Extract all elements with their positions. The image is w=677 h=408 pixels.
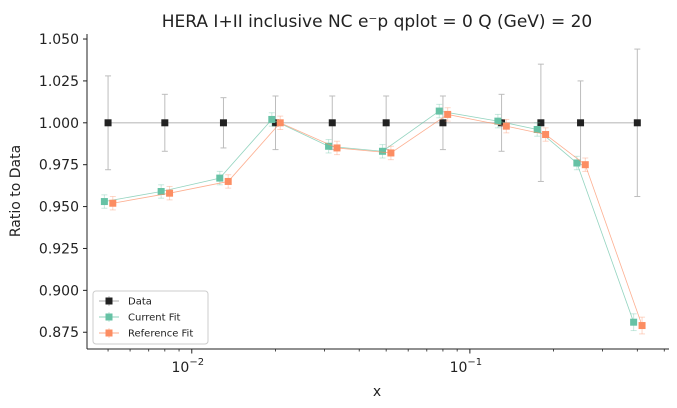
legend-label: Reference Fit	[128, 329, 193, 340]
data-point	[444, 110, 452, 118]
data-point	[109, 199, 117, 207]
data-point	[216, 174, 224, 182]
data-point	[276, 119, 284, 127]
y-tick-label: 1.050	[39, 32, 79, 48]
data-point	[325, 142, 333, 150]
y-tick-label: 0.950	[39, 200, 79, 216]
data-point	[100, 198, 108, 206]
legend: Data Current Fit Reference Fit	[92, 290, 209, 345]
axes: 0.875 0.900 0.925 0.950 0.975 1.000 1.025 1.050…	[39, 32, 669, 376]
legend-label: Data	[128, 297, 152, 308]
data-point	[502, 122, 510, 130]
data-point	[638, 322, 646, 330]
series-reference-fit	[109, 107, 646, 335]
y-tick-label: 1.025	[39, 74, 79, 90]
data-point	[581, 161, 589, 169]
data-point	[387, 149, 395, 157]
data-point	[533, 126, 541, 134]
data-point	[166, 189, 174, 197]
data-point	[157, 188, 165, 195]
data-point	[542, 131, 550, 139]
data-point	[382, 119, 390, 127]
legend-marker	[105, 329, 113, 337]
data-point	[268, 115, 276, 123]
data-point	[271, 119, 279, 127]
legend-marker	[105, 297, 113, 305]
data-point	[630, 318, 638, 326]
data-point	[333, 144, 341, 152]
y-axis-label: Ratio to Data	[8, 145, 24, 237]
chart-title: HERA I+II inclusive NC e⁻p qplot = 0 Q (…	[162, 12, 592, 32]
data-point	[537, 119, 545, 127]
data-point	[161, 119, 169, 127]
data-point	[633, 119, 641, 127]
x-axis-label: x	[373, 384, 381, 400]
data-point	[328, 119, 336, 127]
data-point	[498, 119, 506, 127]
x-tick-label: 10−1	[450, 357, 483, 376]
plot-area	[100, 48, 646, 335]
legend-label: Current Fit	[128, 313, 181, 324]
data-point	[435, 107, 443, 115]
y-tick-label: 0.925	[39, 241, 79, 257]
data-point	[378, 147, 386, 155]
data-point	[573, 159, 581, 167]
y-tick-label: 0.975	[39, 158, 79, 174]
y-tick-label: 0.875	[39, 325, 79, 341]
data-point	[577, 119, 585, 127]
data-point	[219, 119, 227, 127]
data-point	[224, 177, 232, 185]
x-tick-label: 10−2	[171, 357, 204, 376]
series-current-fit	[100, 103, 638, 332]
legend-box	[92, 290, 209, 345]
y-tick-label: 0.900	[39, 283, 79, 299]
data-point	[104, 119, 112, 127]
data-point	[439, 119, 447, 127]
series-data	[104, 48, 641, 198]
data-point	[494, 117, 502, 125]
legend-marker	[105, 313, 113, 321]
y-tick-label: 1.000	[39, 116, 79, 132]
